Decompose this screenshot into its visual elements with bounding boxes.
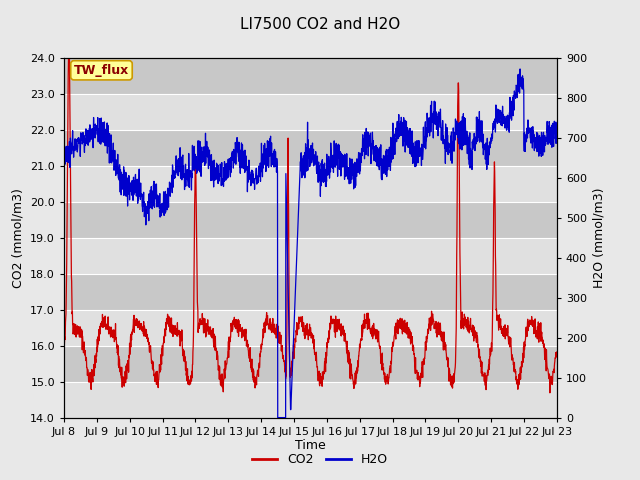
Bar [64, 130, 557, 166]
Bar [64, 382, 557, 418]
Y-axis label: CO2 (mmol/m3): CO2 (mmol/m3) [12, 188, 24, 288]
Bar [64, 346, 557, 382]
Text: LI7500 CO2 and H2O: LI7500 CO2 and H2O [240, 17, 400, 32]
Bar [64, 202, 557, 238]
X-axis label: Time: Time [295, 439, 326, 453]
Legend: CO2, H2O: CO2, H2O [247, 448, 393, 471]
Bar [64, 58, 557, 94]
Bar [64, 94, 557, 130]
Text: TW_flux: TW_flux [74, 64, 129, 77]
Bar [64, 166, 557, 202]
Bar [64, 310, 557, 346]
Y-axis label: H2O (mmol/m3): H2O (mmol/m3) [593, 187, 605, 288]
Bar [64, 274, 557, 310]
Bar [64, 238, 557, 274]
